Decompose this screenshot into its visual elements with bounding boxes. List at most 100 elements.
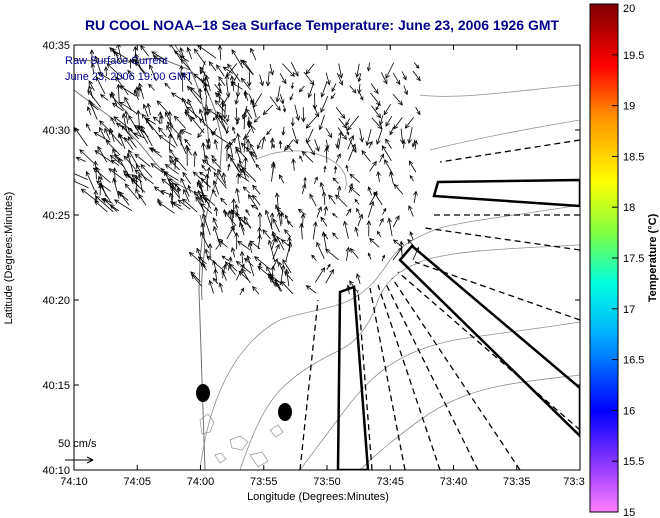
current-vector (144, 117, 156, 125)
current-vector (294, 104, 301, 121)
current-vector (99, 94, 109, 101)
current-vector (303, 176, 307, 185)
colorbar-tick-label: 18.5 (623, 151, 644, 163)
current-vector (349, 173, 360, 183)
y-tick-label: 40:35 (42, 40, 70, 52)
current-vector (117, 190, 130, 206)
current-vector (412, 246, 420, 261)
current-vector (272, 233, 278, 243)
current-vector (235, 260, 252, 274)
current-vector (225, 82, 231, 98)
current-vector (243, 257, 254, 267)
current-vector (95, 195, 114, 213)
current-vector (113, 50, 121, 63)
current-vector (409, 174, 414, 182)
current-vector (250, 204, 259, 210)
x-tick-label: 74:05 (123, 476, 151, 488)
current-vector (224, 143, 230, 162)
current-vector (202, 194, 216, 206)
current-vector (249, 143, 258, 158)
current-vector (240, 142, 255, 157)
current-vector (93, 131, 111, 143)
current-vector (385, 115, 393, 127)
current-vector (183, 188, 190, 203)
current-vector (115, 122, 128, 131)
current-vector (392, 239, 403, 248)
current-vector (333, 165, 338, 174)
current-vector (237, 240, 251, 251)
current-vector (323, 165, 327, 173)
x-tick-label: 73:35 (503, 476, 531, 488)
current-vector (345, 208, 352, 217)
current-vector (119, 85, 137, 97)
current-vector (239, 287, 244, 296)
current-vector (371, 105, 382, 119)
current-vector (409, 231, 414, 240)
y-tick-label: 40:20 (42, 295, 70, 307)
current-vector (121, 113, 128, 133)
current-vector (305, 140, 315, 156)
current-vector (153, 186, 165, 196)
current-vector (238, 221, 245, 236)
current-vector (376, 230, 382, 238)
current-vector (140, 125, 153, 147)
colorbar-tick-label: 17 (623, 304, 635, 316)
current-vector (384, 159, 393, 174)
x-tick-label: 73:45 (376, 476, 404, 488)
current-vector (138, 193, 147, 206)
current-vector (354, 226, 359, 237)
chart-title: RU COOL NOAA–18 Sea Surface Temperature:… (85, 17, 560, 33)
current-vector (124, 110, 129, 124)
current-vector (158, 134, 176, 149)
current-vector (403, 85, 409, 96)
current-vector (174, 156, 187, 171)
current-vector (231, 198, 237, 218)
current-vector (157, 111, 163, 124)
current-vector (239, 168, 250, 178)
current-vector (218, 76, 226, 86)
current-vector (221, 172, 227, 183)
current-vector (301, 183, 307, 195)
colorbar-tick-label: 18 (623, 202, 635, 214)
current-vector (299, 222, 304, 240)
current-vector (312, 221, 318, 240)
current-vector (368, 140, 373, 149)
current-vector (413, 62, 420, 69)
current-vector (205, 166, 212, 185)
current-vector (171, 92, 191, 106)
current-vector (141, 113, 154, 131)
current-vector (214, 83, 222, 94)
current-vector (106, 63, 124, 79)
current-vector (320, 95, 329, 113)
current-vector (349, 85, 357, 94)
current-vector (332, 177, 339, 184)
current-vector (128, 58, 133, 69)
legend-line-1: Raw Surface Current (65, 55, 168, 67)
current-vector (290, 117, 295, 127)
current-vector (369, 237, 380, 248)
current-vector (381, 145, 392, 161)
current-vector (330, 93, 336, 100)
current-vector (225, 126, 230, 135)
current-vector (134, 174, 139, 191)
current-vector (321, 191, 327, 205)
current-vector (284, 139, 294, 152)
current-vector (109, 93, 125, 111)
current-vector (112, 167, 118, 185)
current-vector (291, 158, 296, 171)
current-vector (408, 160, 417, 173)
current-vector (90, 62, 96, 74)
current-vector (116, 83, 121, 104)
current-vector (94, 55, 103, 77)
bathymetry-contour (359, 374, 580, 470)
current-vector (255, 163, 261, 171)
x-tick-label: 73:55 (250, 476, 278, 488)
current-vector (212, 180, 220, 195)
current-vector (225, 63, 238, 77)
y-tick-label: 40:30 (42, 125, 70, 137)
current-vector (373, 191, 383, 206)
current-vector (170, 185, 181, 199)
current-vector (113, 116, 134, 132)
current-vector (202, 213, 211, 235)
current-vector (243, 215, 251, 229)
